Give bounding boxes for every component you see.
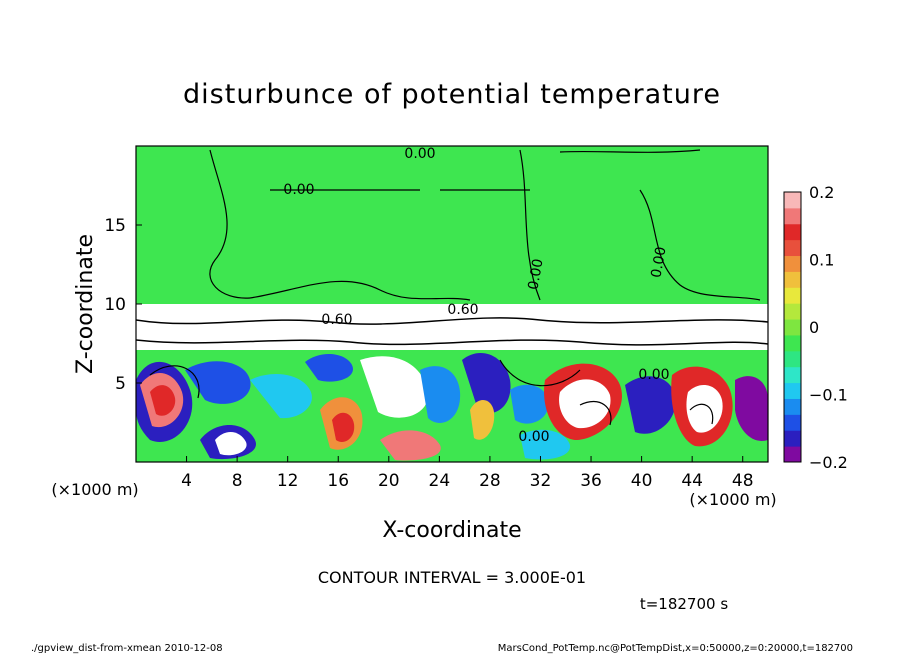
contour-lines: [136, 149, 768, 426]
colorbar-swatch: [784, 255, 801, 272]
x-tick-label: 28: [479, 471, 501, 491]
y-axis-label: Z-coordinate: [73, 234, 98, 374]
colorbar-tick-label: 0: [809, 318, 819, 337]
colorbar-swatch: [784, 223, 801, 241]
contour-label: 0.00: [518, 429, 549, 445]
colorbar-swatch: [784, 334, 801, 352]
x-tick-label: 16: [327, 471, 349, 491]
x-tick-label: 40: [631, 471, 653, 491]
footer-left: ./gpview_dist-from-xmean 2010-12-08: [31, 643, 223, 654]
colorbar-frame: [783, 191, 802, 463]
contour-label: 0.00: [638, 367, 669, 383]
x-axis-unit-right: (×1000 m): [689, 490, 776, 509]
colorbar-swatch: [784, 192, 801, 209]
colorbar-tick-label: −0.2: [809, 453, 848, 472]
colorbar-swatch: [784, 271, 801, 288]
colorbar-tick-label: 0.2: [809, 183, 834, 202]
footer-right: MarsCond_PotTemp.nc@PotTempDist,x=0:5000…: [498, 643, 853, 654]
colorbar-swatch: [784, 350, 801, 368]
anomaly-blobs: [136, 352, 768, 461]
colorbar: [784, 192, 801, 463]
x-tick-label: 20: [378, 471, 400, 491]
colorbar-tick-label: 0.1: [809, 251, 834, 270]
contour-label: 0.00: [283, 182, 314, 198]
x-tick-label: 8: [232, 471, 243, 491]
x-axis: 4 8 12 16 20 24 28 32 36 40 44 48: [181, 456, 754, 491]
colorbar-swatch: [784, 287, 801, 304]
colorbar-swatch: [784, 366, 801, 384]
colorbar-swatch: [784, 382, 801, 399]
colorbar-ticks: 0.2 0.1 0 −0.1 −0.2: [809, 183, 848, 472]
colorbar-swatch: [784, 303, 801, 320]
time-text: t=182700 s: [640, 595, 728, 613]
colorbar-swatch: [784, 207, 801, 225]
x-axis-unit-left: (×1000 m): [51, 480, 138, 499]
y-tick-label: 10: [104, 295, 126, 315]
contour-label: 0.60: [447, 302, 478, 318]
colorbar-swatch: [784, 430, 801, 447]
chart-title: disturbunce of potential temperature: [183, 79, 721, 110]
upper-field: [136, 146, 768, 306]
contour-label: 0.00: [525, 258, 546, 291]
y-axis: 5 10 15: [104, 216, 142, 394]
x-tick-label: 24: [429, 471, 451, 491]
y-tick-label: 15: [104, 216, 126, 236]
x-tick-label: 32: [530, 471, 552, 491]
colorbar-swatch: [784, 319, 801, 336]
contour-interval-text: CONTOUR INTERVAL = 3.000E-01: [318, 568, 586, 587]
x-tick-label: 4: [181, 471, 192, 491]
plot-area: [136, 146, 768, 462]
colorbar-swatch: [784, 239, 801, 257]
colorbar-swatch: [784, 446, 801, 463]
x-tick-label: 36: [580, 471, 602, 491]
contour-label: 0.60: [321, 312, 352, 328]
x-tick-label: 44: [681, 471, 703, 491]
colorbar-swatch: [784, 414, 801, 431]
colorbar-tick-label: −0.1: [809, 386, 848, 405]
colorbar-swatch: [784, 398, 801, 415]
y-tick-label: 5: [115, 374, 126, 394]
contour-label: 0.00: [648, 246, 669, 279]
contour-label: 0.00: [404, 146, 435, 162]
x-tick-label: 12: [277, 471, 299, 491]
x-axis-label: X-coordinate: [382, 518, 521, 543]
x-tick-label: 48: [732, 471, 754, 491]
contour-label-layer: 0.00 0.00 0.60 0.60 0.00 0.00 0.00 0.00: [283, 146, 669, 445]
